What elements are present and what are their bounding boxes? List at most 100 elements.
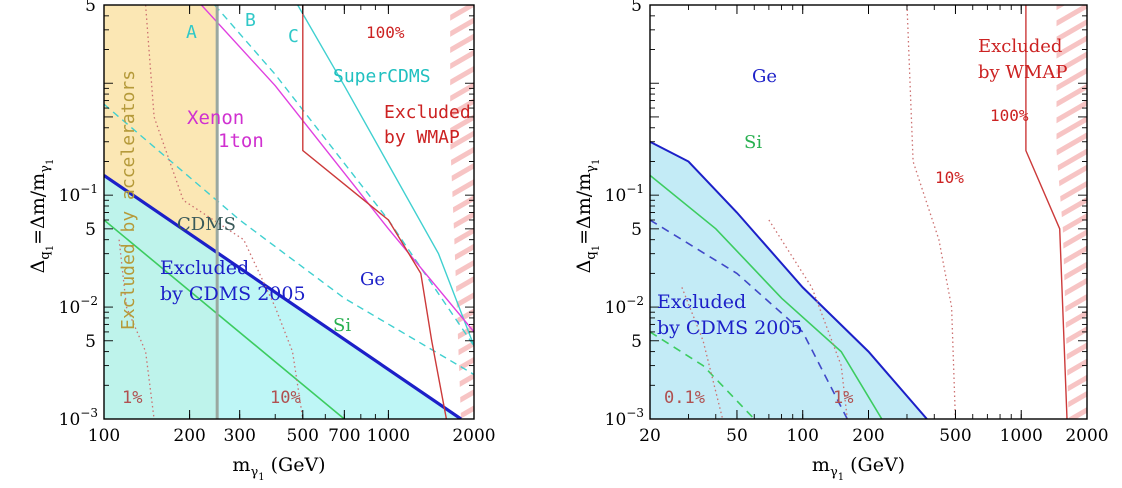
wmap-label-line2: by WMAP: [978, 62, 1067, 83]
pct-label-100: 100%: [366, 23, 405, 42]
y-label-sub: q: [38, 251, 53, 259]
x-label-unit: (GeV): [271, 454, 326, 476]
pct-label-1: 1%: [833, 388, 853, 408]
x-tick-label: 100: [786, 426, 818, 446]
y-tick-label: 10−2: [605, 294, 644, 318]
cdms-label: CDMS: [177, 214, 236, 235]
region-wmap: [1056, 5, 1087, 419]
y-tick-exponent: −1: [80, 182, 98, 196]
y-tick-label: 5: [85, 332, 96, 352]
x-label-sub: γ: [830, 465, 838, 480]
series-line-a: [104, 103, 474, 376]
cdms-2005-label-line1: Excluded: [160, 257, 249, 279]
wmap-label-line1: Excluded: [978, 36, 1062, 57]
y-tick-base: 5: [85, 0, 96, 16]
pct-label-0-1: 0.1%: [664, 388, 705, 408]
series-line-si-projected: [650, 331, 755, 419]
chart-left: 100 200 300 500 700 1000 2000510−1510−2510−3mγ…: [27, 0, 496, 483]
y-label-sub2: γ: [38, 165, 53, 173]
ge-label: Ge: [360, 269, 385, 290]
y-label-subsub: 1: [45, 245, 56, 251]
series-line-ge: [104, 174, 462, 419]
y-label-main: Δ: [27, 260, 49, 274]
wmap-label-line2: by WMAP: [384, 127, 460, 148]
y-tick-base: 5: [85, 220, 96, 240]
curve-label-c: C: [288, 26, 299, 47]
curve-label-a: A: [186, 22, 197, 43]
x-tick-label: 1000: [1000, 426, 1043, 446]
y-axis-label: Δq1=Δm/mγ1: [573, 159, 602, 274]
pct-label-10: 10%: [270, 388, 301, 408]
y-tick-base: 5: [631, 0, 642, 16]
x-tick-label: 300: [223, 426, 255, 446]
y-tick-label: 10−3: [605, 406, 644, 430]
y-tick-base: 10: [59, 298, 81, 318]
y-tick-exponent: −1: [626, 182, 644, 196]
y-tick-base: 5: [85, 332, 96, 352]
pct-label-10: 10%: [935, 168, 964, 187]
y-tick-base: 10: [605, 186, 627, 206]
y-tick-base: 10: [59, 410, 81, 430]
plot-area: [104, 5, 474, 419]
y-tick-exponent: −2: [80, 294, 98, 308]
series-line-1-: [768, 219, 848, 419]
x-tick-label: 700: [328, 426, 360, 446]
series-line-si: [650, 174, 883, 419]
x-tick-label: 1000: [367, 426, 410, 446]
region-wmap: [450, 5, 474, 419]
y-tick-label: 5: [85, 0, 96, 16]
plot-area: [650, 5, 1087, 419]
x-axis-label: mγ1 (GeV): [812, 454, 905, 483]
y-tick-label: 10−1: [605, 182, 644, 206]
y-tick-base: 10: [605, 410, 627, 430]
wmap-label-line1: Excluded: [384, 102, 471, 123]
y-label-subsub: 1: [591, 245, 602, 251]
y-label-sub2: γ: [584, 165, 599, 173]
xenon-label-line1: Xenon: [187, 107, 244, 129]
y-label-subsub2: 1: [45, 159, 56, 165]
series-line-100-: [302, 5, 448, 419]
cdms-2005-label-line2: by CDMS 2005: [160, 283, 306, 305]
plot-frame: [103, 4, 475, 420]
pct-label-100: 100%: [990, 106, 1029, 125]
y-label-subsub2: 1: [591, 159, 602, 165]
series-line-xenon-1ton: [200, 5, 474, 333]
x-label-main: m: [812, 454, 830, 476]
cdms-2005-label-line2: by CDMS 2005: [657, 317, 803, 339]
x-tick-label: 2000: [452, 426, 495, 446]
series-line-b: [214, 5, 474, 347]
series-line-100-: [1025, 5, 1068, 419]
y-tick-base: 5: [631, 332, 642, 352]
x-tick-label: 100: [88, 426, 120, 446]
x-axis-label: mγ1 (GeV): [232, 454, 325, 483]
series-line-ge: [650, 140, 928, 419]
series-line-0-1-: [681, 287, 724, 419]
region-cdms-2005: [650, 141, 927, 419]
y-label-mid: =Δm/m: [27, 173, 49, 245]
ge-label: Ge: [752, 66, 777, 87]
y-tick-label: 10−2: [59, 294, 98, 318]
cdms-2005-label-line1: Excluded: [657, 291, 746, 313]
x-tick-label: 50: [726, 426, 748, 446]
y-tick-label: 5: [85, 220, 96, 240]
series-line-10-: [906, 5, 957, 419]
si-label: Si: [744, 132, 762, 153]
y-label-main: Δ: [573, 260, 595, 274]
series-line-si: [104, 219, 345, 419]
x-label-sub: γ: [250, 465, 258, 480]
x-tick-label: 500: [939, 426, 971, 446]
y-tick-exponent: −3: [80, 406, 98, 420]
y-label-mid: =Δm/m: [573, 173, 595, 245]
series-line-ge-projected: [650, 219, 849, 419]
x-label-subsub: 1: [838, 472, 844, 483]
super-cdms-label: SuperCDMS: [333, 66, 431, 87]
y-tick-base: 10: [605, 298, 627, 318]
y-tick-label: 5: [631, 220, 642, 240]
y-tick-base: 5: [631, 220, 642, 240]
xenon-label-line2: 1ton: [218, 130, 264, 152]
x-tick-label: 200: [173, 426, 205, 446]
y-tick-exponent: −3: [626, 406, 644, 420]
y-tick-label: 5: [631, 0, 642, 16]
x-tick-label: 200: [852, 426, 884, 446]
